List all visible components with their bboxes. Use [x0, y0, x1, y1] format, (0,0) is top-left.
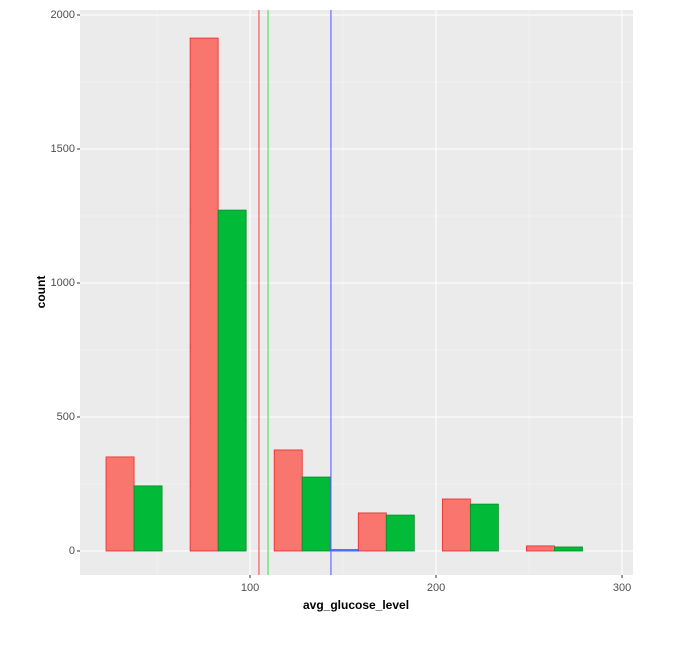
bar — [526, 545, 555, 552]
bar — [105, 456, 135, 552]
y-tick-label: 1000 — [51, 277, 75, 289]
bar — [329, 549, 359, 552]
bar — [217, 209, 247, 552]
y-tick-label: 0 — [69, 545, 75, 557]
x-axis-title: avg_glucose_level — [303, 598, 409, 612]
x-tick-label: 200 — [427, 582, 445, 594]
bar — [301, 476, 331, 552]
y-tick-label: 2000 — [51, 9, 75, 21]
y-axis-title: count — [34, 276, 48, 309]
bar — [441, 498, 471, 552]
x-tick-label: 300 — [613, 582, 631, 594]
bar — [554, 546, 583, 552]
bar — [133, 485, 163, 552]
panel — [80, 10, 633, 575]
bar — [273, 449, 303, 552]
y-tick-label: 500 — [57, 411, 75, 423]
x-tick-label: 100 — [241, 582, 259, 594]
bar — [469, 503, 499, 552]
bar — [189, 37, 219, 552]
y-tick-label: 1500 — [51, 143, 75, 155]
bar — [385, 514, 415, 552]
bar — [357, 512, 387, 552]
